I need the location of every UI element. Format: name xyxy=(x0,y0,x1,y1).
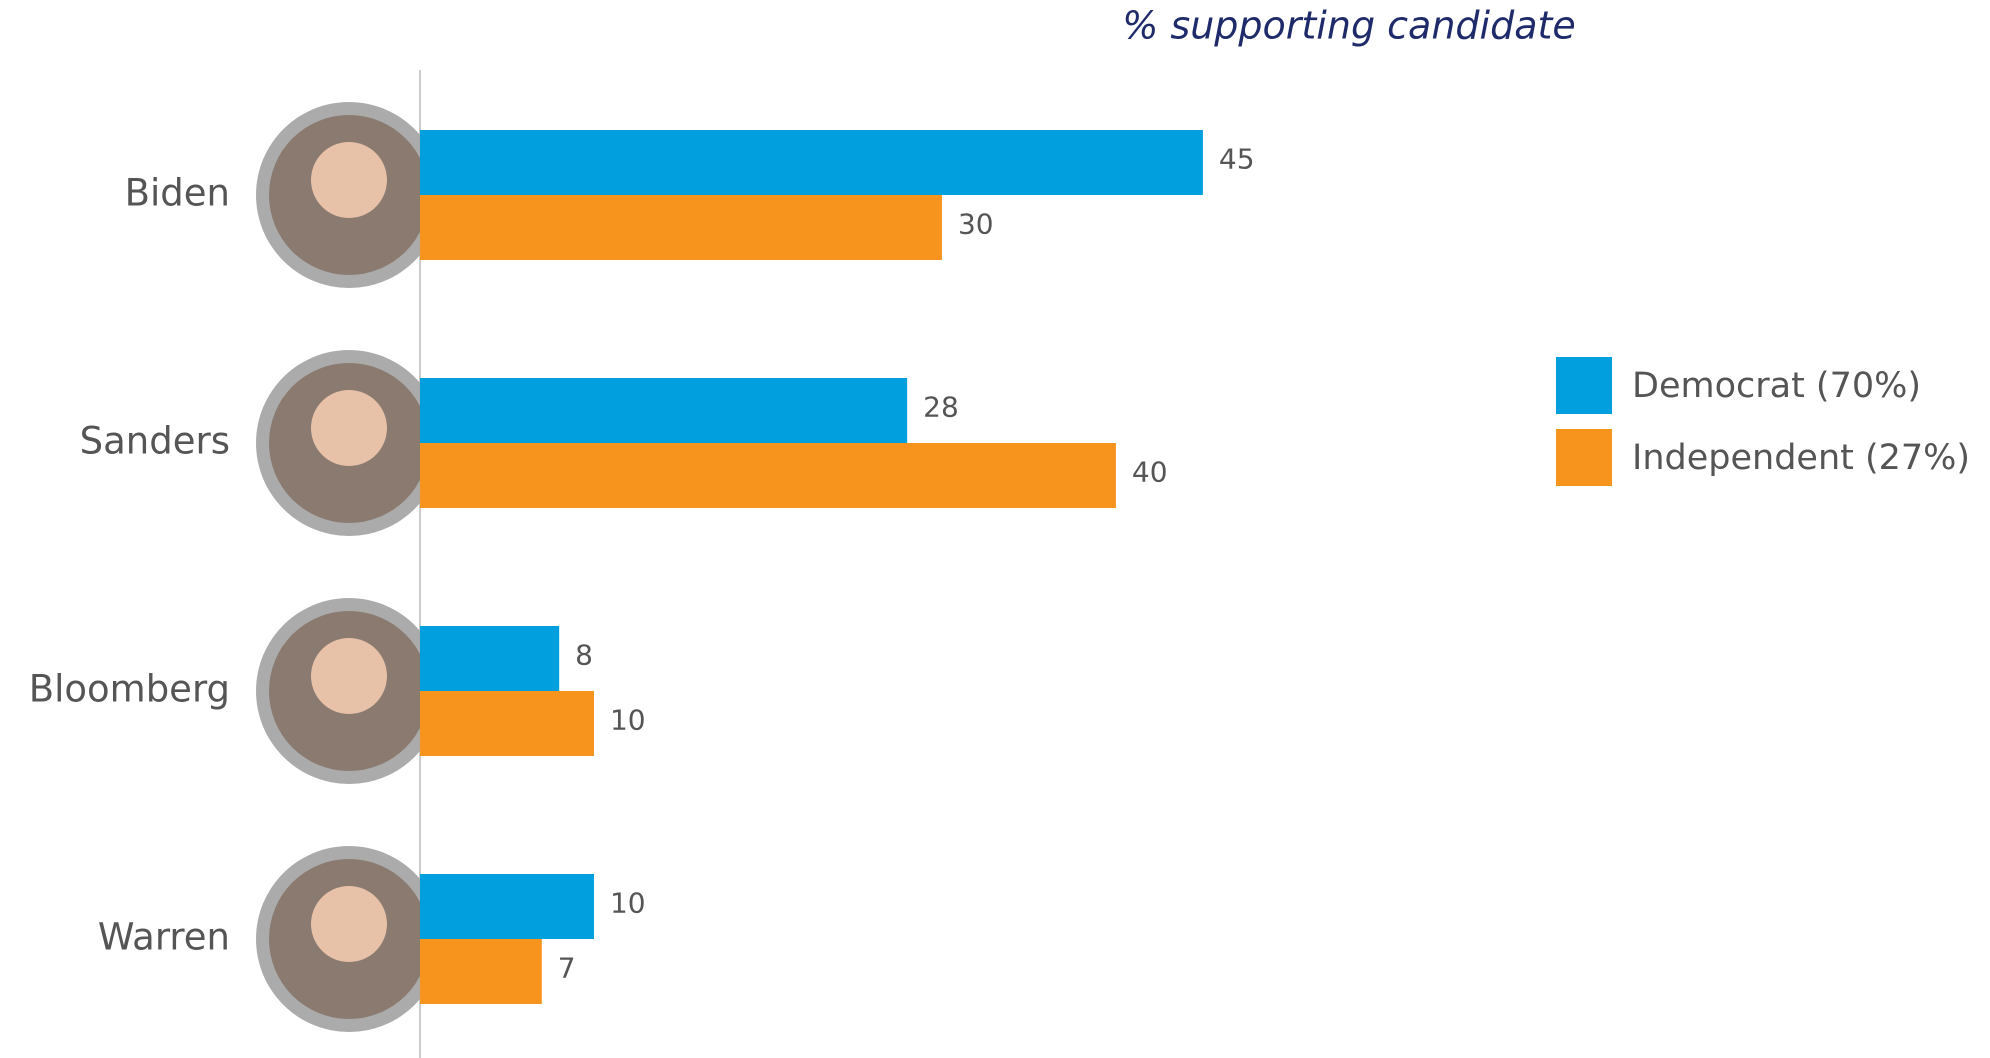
value-label: 45 xyxy=(1219,143,1255,176)
legend-swatch xyxy=(1556,429,1612,486)
value-label: 30 xyxy=(958,208,994,241)
bar xyxy=(420,874,594,939)
bar xyxy=(420,443,1116,508)
photo-head xyxy=(311,142,387,218)
category-label: Sanders xyxy=(80,420,230,463)
legend-label: Independent (27%) xyxy=(1632,438,1970,478)
category-label: Biden xyxy=(125,172,230,215)
bar xyxy=(420,378,908,443)
photo-head xyxy=(311,390,387,466)
value-label: 7 xyxy=(558,952,576,985)
bar xyxy=(420,195,942,260)
legend-swatch xyxy=(1556,357,1612,414)
value-label: 8 xyxy=(575,639,593,672)
photo-head xyxy=(311,886,387,962)
bar xyxy=(420,626,560,691)
value-label: 28 xyxy=(923,391,959,424)
photo-head xyxy=(311,638,387,714)
bar xyxy=(420,939,542,1004)
value-label: 10 xyxy=(610,704,646,737)
category-label: Warren xyxy=(98,916,230,959)
value-label: 40 xyxy=(1132,456,1168,489)
category-label: Bloomberg xyxy=(29,668,230,711)
value-label: 10 xyxy=(610,887,646,920)
bar xyxy=(420,130,1203,195)
legend-label: Democrat (70%) xyxy=(1632,366,1921,406)
bar xyxy=(420,691,594,756)
chart-title: % supporting candidate xyxy=(1122,4,1576,48)
